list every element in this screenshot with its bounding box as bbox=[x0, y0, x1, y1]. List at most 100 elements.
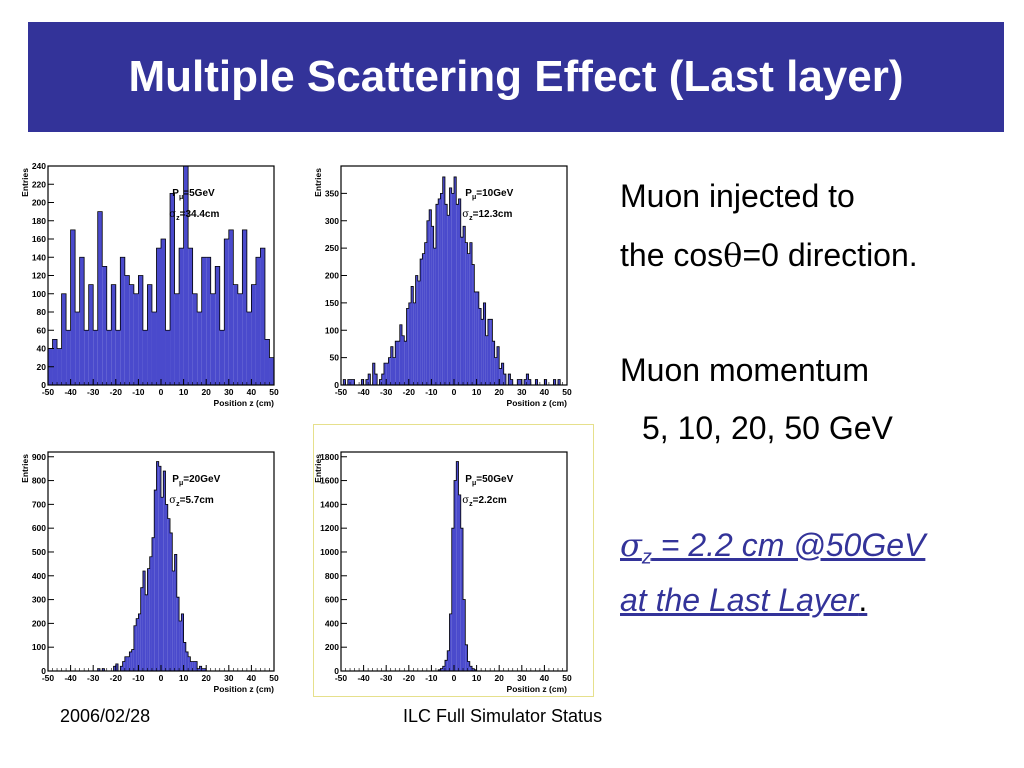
histogram-bar bbox=[228, 229, 234, 385]
histogram-20gev: -50 -40 -30 -20 -10 0 10 20 30 40 5001002003004005… bbox=[20, 451, 279, 694]
y-tick-label: 120 bbox=[32, 271, 46, 281]
histogram-bar bbox=[415, 275, 418, 385]
histogram-bar bbox=[183, 642, 186, 671]
histogram-bar bbox=[246, 312, 252, 385]
histogram-bar bbox=[501, 363, 504, 385]
y-tick-label: 1000 bbox=[320, 547, 339, 557]
histogram-bar bbox=[237, 293, 243, 385]
histogram-bar bbox=[490, 319, 493, 385]
histogram-bar bbox=[467, 253, 470, 385]
bars bbox=[343, 176, 561, 385]
x-tick-label: 10 bbox=[179, 673, 189, 683]
histogram-bar bbox=[174, 554, 177, 671]
histogram-bar bbox=[194, 661, 198, 671]
sigma-annotation: σz=34.4cm bbox=[169, 209, 219, 222]
histogram-bar bbox=[465, 242, 468, 385]
y-tick-label: 200 bbox=[32, 198, 46, 208]
histogram-bar bbox=[197, 312, 202, 385]
x-tick-label: -50 bbox=[42, 387, 55, 397]
histogram-bar bbox=[350, 379, 353, 385]
histogram-bar bbox=[145, 594, 148, 671]
x-axis-label: Position z (cm) bbox=[214, 398, 275, 408]
x-tick-label: 0 bbox=[159, 387, 164, 397]
histogram-bar bbox=[179, 248, 184, 385]
x-tick-label: -10 bbox=[132, 387, 145, 397]
x-tick-label: -40 bbox=[64, 387, 77, 397]
y-tick-label: 350 bbox=[325, 188, 339, 198]
y-tick-label: 80 bbox=[37, 307, 47, 317]
histogram-bar bbox=[386, 363, 389, 385]
histogram-bar bbox=[438, 198, 441, 385]
histogram-bar bbox=[131, 649, 134, 671]
histogram-bar bbox=[463, 599, 466, 671]
histogram-bar bbox=[503, 374, 506, 385]
momentum-annotation: Pμ=20GeV bbox=[172, 474, 220, 487]
histogram-bar bbox=[201, 257, 207, 385]
histogram-bar bbox=[487, 319, 491, 385]
x-tick-label: -20 bbox=[110, 387, 123, 397]
x-tick-label: 30 bbox=[517, 673, 527, 683]
footer-date: 2006/02/28 bbox=[60, 706, 151, 726]
histogram-bar bbox=[176, 597, 180, 671]
histogram-bar bbox=[115, 663, 119, 671]
histogram-bar bbox=[451, 528, 454, 671]
histogram-bar bbox=[435, 204, 439, 385]
y-tick-label: 1200 bbox=[320, 523, 339, 533]
y-tick-label: 1400 bbox=[320, 499, 339, 509]
histogram-bar bbox=[524, 379, 527, 385]
y-tick-label: 800 bbox=[325, 571, 339, 581]
conclusion-sigma: σ bbox=[620, 526, 642, 564]
x-tick-label: -10 bbox=[425, 387, 438, 397]
histogram-bar bbox=[411, 286, 414, 385]
x-tick-label: 40 bbox=[540, 673, 550, 683]
histogram-bar bbox=[347, 379, 351, 385]
histogram-bar bbox=[142, 571, 146, 671]
histogram-bar bbox=[447, 650, 450, 671]
y-tick-label: 200 bbox=[325, 642, 339, 652]
x-tick-label: 40 bbox=[247, 673, 257, 683]
histogram-bar bbox=[111, 284, 116, 385]
text-line-2-suffix: =0 direction. bbox=[742, 237, 918, 273]
histogram-bar bbox=[185, 651, 189, 671]
histogram-bar bbox=[544, 379, 547, 385]
histogram-bar bbox=[535, 379, 538, 385]
text-line-2: the cosθ=0 direction. bbox=[620, 236, 918, 274]
histogram-bar bbox=[122, 661, 125, 671]
histogram-bar bbox=[251, 284, 256, 385]
histogram-bar bbox=[557, 379, 561, 385]
histogram-bar bbox=[188, 248, 193, 385]
histogram-bar bbox=[138, 275, 143, 385]
histogram-bar bbox=[192, 661, 195, 671]
histogram-bar bbox=[413, 302, 416, 385]
x-tick-label: 10 bbox=[472, 387, 482, 397]
histogram-bar bbox=[203, 668, 207, 671]
histogram-bar bbox=[124, 275, 130, 385]
histogram-bar bbox=[472, 668, 475, 671]
x-tick-label: 50 bbox=[269, 673, 279, 683]
conclusion-line-1-rest: = 2.2 cm @50GeV bbox=[651, 527, 926, 563]
histogram-bar bbox=[199, 666, 202, 671]
y-tick-label: 400 bbox=[32, 571, 46, 581]
x-tick-label: -20 bbox=[403, 387, 416, 397]
y-tick-label: 300 bbox=[32, 595, 46, 605]
histogram-bar bbox=[460, 528, 464, 671]
histogram-bar bbox=[192, 293, 198, 385]
y-tick-label: 40 bbox=[37, 344, 47, 354]
x-tick-label: 0 bbox=[452, 673, 457, 683]
histogram-bar bbox=[158, 466, 161, 671]
histogram-bar bbox=[483, 302, 486, 385]
histogram-bar bbox=[133, 293, 139, 385]
histogram-bar bbox=[451, 193, 454, 385]
y-tick-label: 900 bbox=[32, 452, 46, 462]
histogram-bar bbox=[133, 625, 137, 671]
y-tick-label: 140 bbox=[32, 252, 46, 262]
histogram-bar bbox=[368, 374, 371, 385]
histogram-bar bbox=[147, 568, 150, 671]
histogram-bar bbox=[233, 284, 238, 385]
histogram-bar bbox=[129, 284, 134, 385]
histogram-bar bbox=[397, 341, 400, 385]
slide-title: Multiple Scattering Effect (Last layer) bbox=[128, 52, 904, 101]
histogram-bar bbox=[264, 339, 270, 385]
histogram-bar bbox=[469, 242, 473, 385]
histogram-bar bbox=[197, 668, 200, 671]
